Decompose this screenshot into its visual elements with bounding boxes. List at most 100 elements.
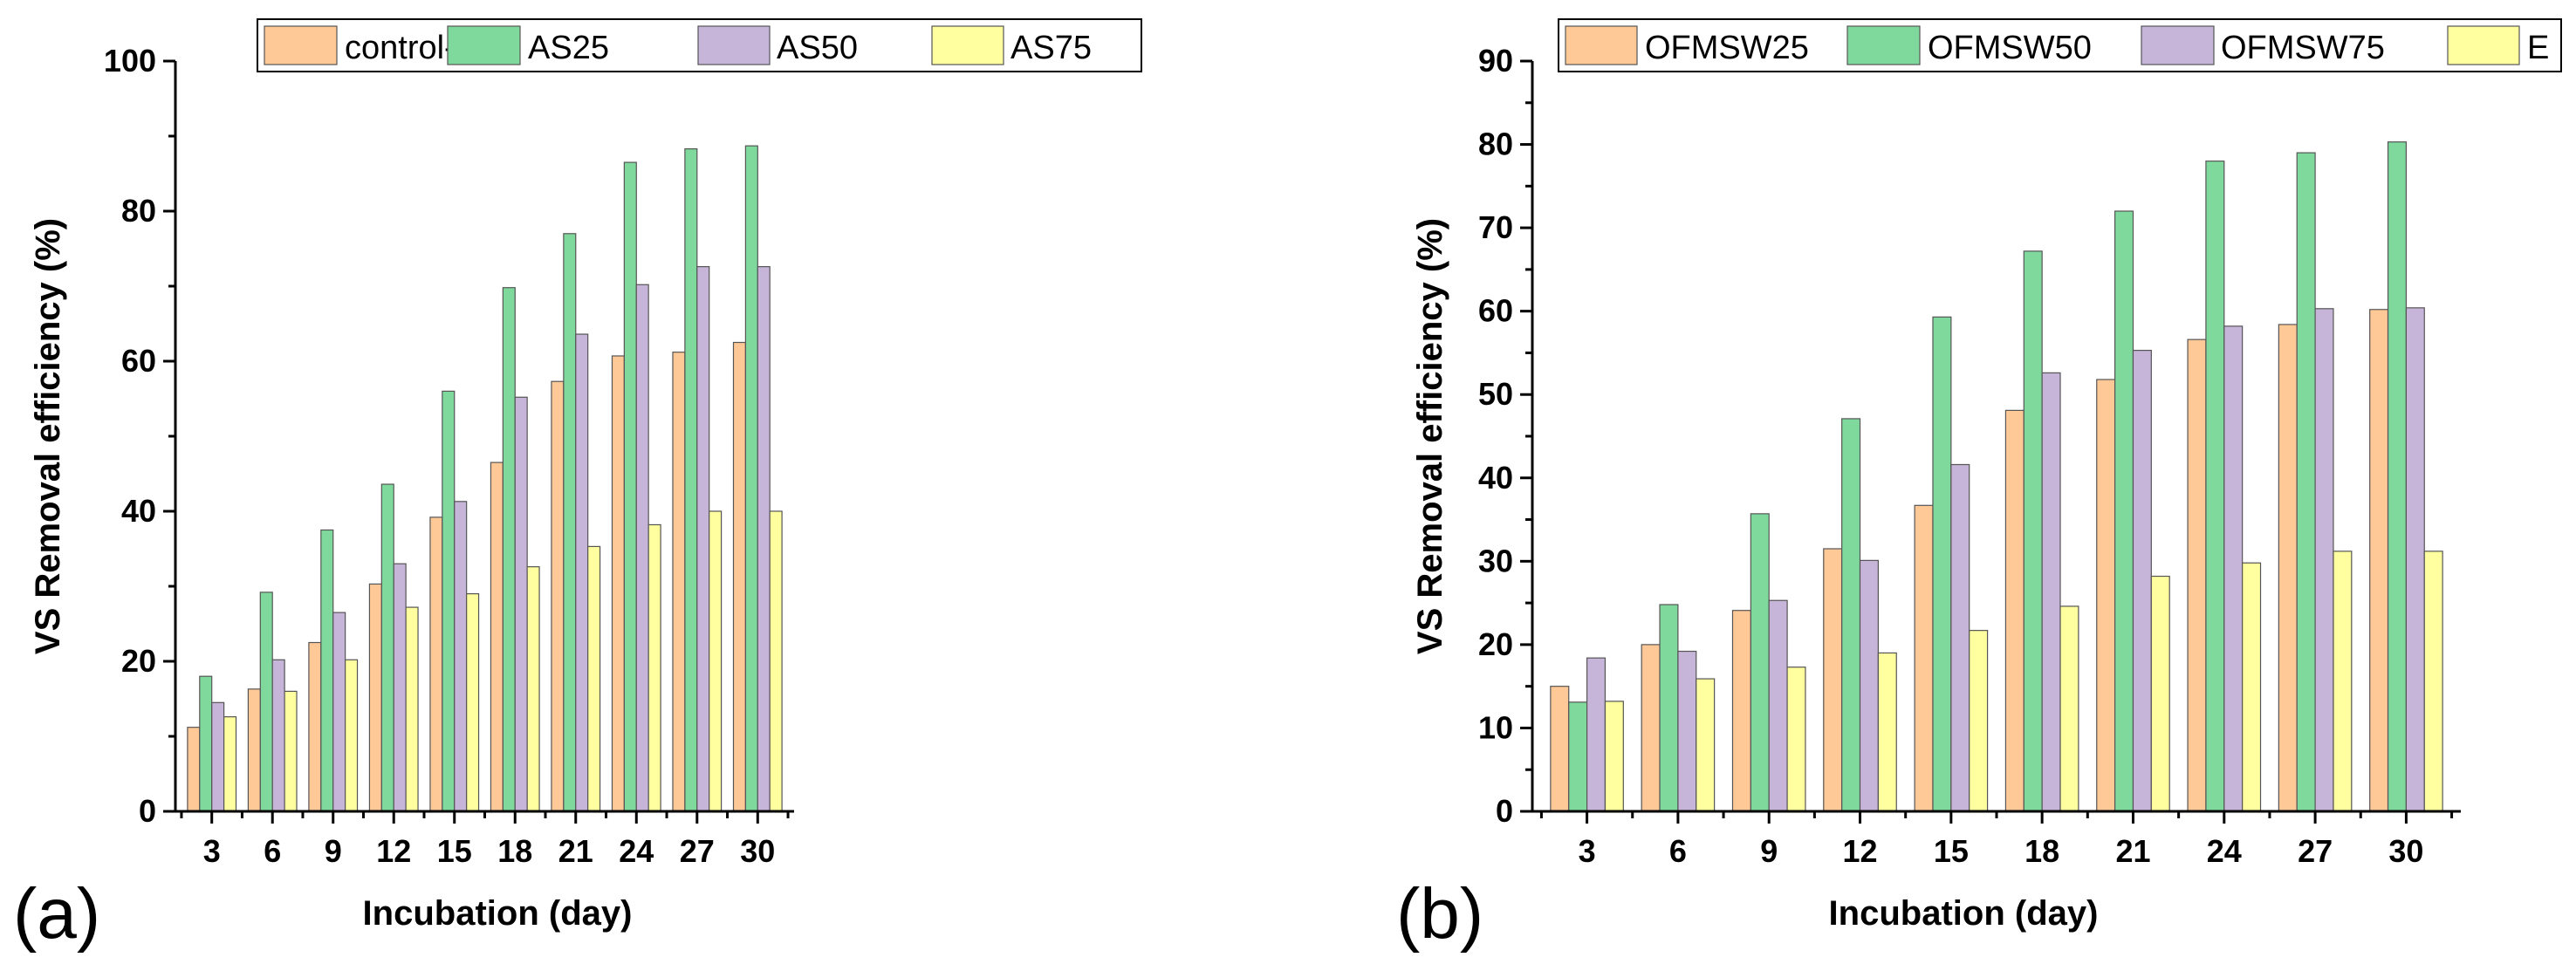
- bar-AS50-27: [696, 266, 710, 812]
- legend-label-AS25: AS25: [528, 30, 609, 66]
- bar-AS75-9: [345, 659, 359, 812]
- y-tick-label: 20: [1478, 626, 1513, 662]
- bar-AS50-3: [211, 701, 225, 812]
- bar-OFMSW50-15: [1932, 316, 1952, 812]
- bar-AS50-6: [271, 659, 285, 812]
- bar-OFMSW75-15: [1950, 463, 1970, 812]
- bar-control-AS-27: [672, 352, 686, 812]
- bar-control-AS-15: [429, 516, 443, 812]
- y-tick-label: 100: [104, 43, 156, 79]
- bar-AS75-24: [647, 523, 661, 812]
- bar-OFMSW25-30: [2369, 309, 2389, 812]
- bar-OFMSW75-21: [2132, 349, 2152, 812]
- legend-swatch-AS75: [931, 25, 1004, 65]
- x-tick-label: 6: [264, 833, 281, 869]
- legend-label-OFMSW50: OFMSW50: [1928, 30, 2092, 66]
- bar-OFMSW75-30: [2405, 307, 2425, 812]
- x-tick-label: 21: [558, 833, 593, 869]
- bar-OFMSW75-24: [2223, 325, 2244, 812]
- bar-AS50-15: [454, 501, 468, 812]
- legend: control-AS AS25 AS50 AS75: [257, 18, 1142, 72]
- bar-AS25-27: [684, 148, 698, 812]
- legend: OFMSW25 OFMSW50 OFMSW75 E: [1558, 18, 2562, 72]
- x-tick-label: 30: [2388, 833, 2423, 869]
- bar-OFMSW25-15: [1914, 504, 1934, 812]
- y-tick-label: 60: [1478, 293, 1513, 329]
- bar-OFMSW75-18: [2041, 372, 2061, 812]
- y-tick-label: 30: [1478, 543, 1513, 578]
- bar-OFMSW25-3: [1550, 686, 1570, 812]
- bar-OFMSW25-27: [2278, 324, 2298, 812]
- bar-OFMSW50-24: [2205, 161, 2225, 812]
- bar-OFMSW50-9: [1750, 513, 1770, 812]
- bar-E-9: [1786, 667, 1806, 812]
- x-tick-label: 18: [497, 833, 532, 869]
- bar-control-AS-18: [490, 462, 504, 812]
- x-tick-label: 3: [203, 833, 221, 869]
- y-tick-label: 50: [1478, 376, 1513, 412]
- bar-control-AS-9: [308, 641, 322, 812]
- bar-control-AS-21: [551, 380, 565, 812]
- x-tick-label: 24: [619, 833, 654, 869]
- panel-label: (a): [13, 874, 100, 954]
- x-tick-label: 18: [2024, 833, 2059, 869]
- bar-AS25-24: [623, 161, 637, 812]
- bar-AS25-3: [199, 675, 213, 812]
- bar-AS75-21: [587, 545, 601, 812]
- bar-OFMSW50-18: [2023, 250, 2043, 812]
- bar-OFMSW25-6: [1641, 644, 1661, 812]
- bar-AS25-9: [320, 529, 334, 812]
- legend-swatch-AS25: [447, 25, 521, 65]
- bar-AS75-6: [284, 690, 298, 812]
- bar-E-18: [2059, 605, 2079, 812]
- y-tick-label: 40: [1478, 460, 1513, 496]
- bar-AS50-30: [757, 266, 771, 812]
- bar-AS75-18: [526, 566, 540, 812]
- bar-E-27: [2333, 550, 2353, 812]
- chart-panel-1: 0 10 20 30 40 50 60 70 80 90 3 6 9 12 15 18 21 24 27 30 Incu…: [1396, 18, 2562, 954]
- y-tick-label: 20: [121, 643, 156, 679]
- bar-control-AS-3: [187, 727, 201, 812]
- bar-OFMSW25-18: [2004, 409, 2024, 812]
- legend-label-E: E: [2527, 30, 2549, 66]
- bar-E-6: [1696, 678, 1716, 812]
- bar-E-12: [1877, 652, 1897, 812]
- bar-control-AS-6: [247, 688, 261, 812]
- chart-panel-0: 0 20 40 60 80 100 3 6 9 12 15 18 21 24 27 30 Incubation …: [13, 18, 1142, 954]
- bar-AS50-18: [514, 396, 528, 812]
- bar-E-24: [2242, 562, 2262, 812]
- bar-OFMSW75-6: [1677, 650, 1697, 812]
- bar-control-AS-30: [732, 341, 746, 812]
- x-axis-title: Incubation (day): [1829, 894, 2099, 933]
- x-tick-label: 27: [2298, 833, 2333, 869]
- bar-AS25-6: [259, 591, 273, 812]
- y-tick-label: 60: [121, 343, 156, 379]
- bar-AS50-9: [332, 612, 346, 812]
- bar-AS50-21: [575, 333, 589, 812]
- x-axis-title: Incubation (day): [363, 894, 633, 933]
- y-tick-label: 40: [121, 493, 156, 529]
- bar-E-3: [1604, 701, 1624, 812]
- bar-AS75-30: [769, 510, 783, 812]
- x-tick-label: 9: [325, 833, 342, 869]
- y-tick-label: 70: [1478, 209, 1513, 245]
- bar-control-AS-12: [368, 583, 382, 812]
- y-tick-label: 0: [1496, 793, 1513, 829]
- bar-OFMSW25-24: [2187, 338, 2207, 812]
- y-tick-label: 80: [121, 193, 156, 229]
- bar-OFMSW75-12: [1859, 559, 1879, 812]
- y-tick-label: 10: [1478, 709, 1513, 745]
- y-tick-label: 80: [1478, 127, 1513, 162]
- x-tick-label: 12: [376, 833, 411, 869]
- legend-frame: [1558, 18, 2562, 72]
- bar-OFMSW75-27: [2314, 308, 2334, 812]
- bar-AS50-12: [393, 563, 407, 812]
- bar-OFMSW50-6: [1659, 604, 1679, 812]
- legend-swatch-E: [2447, 25, 2520, 65]
- x-tick-label: 24: [2207, 833, 2242, 869]
- bar-OFMSW50-27: [2296, 152, 2316, 812]
- bar-OFMSW50-3: [1568, 701, 1588, 812]
- bar-AS25-15: [442, 390, 456, 812]
- bar-AS25-30: [744, 145, 758, 812]
